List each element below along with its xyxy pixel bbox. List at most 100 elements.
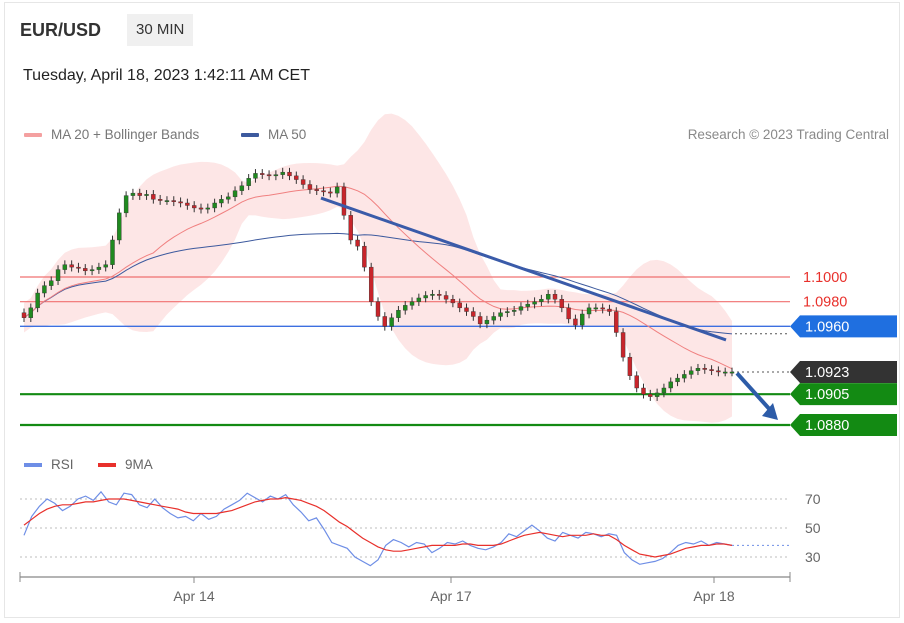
candle-body	[28, 307, 34, 318]
pivot-label: 1.0960	[805, 319, 849, 335]
candle-body	[341, 186, 347, 216]
candle-body	[729, 371, 735, 374]
candle-body	[409, 301, 415, 306]
candle-body	[103, 264, 108, 268]
candle-body	[69, 264, 74, 268]
candle-body	[178, 201, 183, 204]
support-tag	[790, 414, 897, 436]
candle-body	[294, 175, 299, 180]
candle-body	[253, 173, 258, 179]
candle-body	[368, 266, 374, 302]
candle-body	[484, 319, 490, 325]
candle-body	[716, 370, 721, 373]
candle-body	[477, 316, 483, 325]
rsi-swatch	[24, 462, 42, 467]
research-credit: Research © 2023 Trading Central	[687, 127, 889, 142]
candle-body	[641, 387, 646, 395]
9ma-swatch	[98, 462, 116, 467]
candle-body	[600, 307, 605, 310]
legend-ma50: MA 50	[241, 127, 306, 142]
candle-body	[634, 375, 639, 389]
candle-body	[110, 239, 115, 265]
candle-body	[205, 207, 211, 210]
candle-body	[328, 191, 333, 194]
rsi-tick-label: 30	[805, 549, 821, 565]
ma50-label: MA 50	[268, 127, 307, 142]
support-label: 1.0880	[805, 418, 849, 434]
candle-body	[593, 307, 599, 310]
candle-body	[260, 173, 265, 175]
candle-body	[266, 174, 272, 177]
candle-body	[491, 316, 496, 321]
candle-body	[545, 294, 551, 300]
candle-body	[321, 190, 326, 193]
x-tick-label: Apr 14	[173, 588, 214, 604]
candle-body	[62, 264, 68, 270]
legend-ma20: MA 20 + Bollinger Bands	[24, 127, 199, 142]
candle-body	[49, 280, 54, 286]
candle-body	[559, 299, 565, 309]
candle-body	[620, 332, 626, 358]
candle-body	[307, 184, 313, 190]
candle-body	[89, 269, 95, 272]
candle-body	[539, 299, 544, 302]
candle-body	[375, 301, 381, 317]
candle-body	[661, 387, 667, 394]
candle-body	[212, 202, 217, 209]
candle-body	[688, 370, 694, 375]
candle-body	[219, 199, 224, 204]
ma20-label: MA 20 + Bollinger Bands	[51, 127, 200, 142]
9ma-label: 9MA	[125, 457, 153, 472]
candle-body	[389, 317, 394, 327]
candle-body	[518, 306, 524, 311]
candle-body	[123, 195, 129, 214]
candle-body	[198, 207, 204, 210]
candle-body	[185, 202, 190, 206]
rsi-label: RSI	[51, 457, 74, 472]
candle-body	[171, 200, 176, 202]
legend-9ma: 9MA	[98, 457, 153, 472]
candle-body	[450, 299, 456, 304]
candle-body	[403, 305, 408, 311]
candle-body	[580, 313, 585, 326]
downtrend-line	[320, 196, 727, 342]
candle-body	[96, 266, 102, 270]
candle-body	[511, 310, 517, 312]
candle-body	[164, 200, 170, 202]
candle-body	[423, 295, 428, 299]
timeframe-badge[interactable]: 30 MIN	[127, 14, 194, 46]
candle-body	[130, 192, 136, 196]
candle-body	[573, 318, 578, 326]
candle-body	[21, 312, 27, 318]
candle-body	[157, 199, 163, 201]
candle-body	[498, 312, 503, 317]
candle-body	[42, 285, 47, 294]
candle-body	[314, 189, 319, 191]
pivot-tag	[790, 315, 897, 338]
candle-body	[722, 371, 728, 374]
rsi-line	[23, 490, 733, 567]
candle-body	[607, 308, 612, 312]
legend-rsi: RSI	[24, 457, 74, 472]
candle-body	[191, 205, 197, 209]
candle-body	[464, 307, 469, 312]
timestamp: Tuesday, April 18, 2023 1:42:11 AM CET	[23, 67, 310, 84]
candle-body	[675, 377, 680, 383]
candle-body	[396, 310, 401, 318]
candle-body	[273, 174, 279, 177]
ma20-line	[23, 185, 733, 370]
candle-body	[382, 316, 388, 327]
rsi-tick-label: 50	[805, 520, 821, 536]
candle-body	[362, 245, 367, 268]
candle-body	[137, 192, 142, 196]
candle-body	[682, 374, 687, 379]
candle-body	[300, 179, 306, 185]
candle-body	[702, 368, 707, 370]
candle-body	[430, 294, 435, 296]
candle-body	[355, 239, 360, 247]
rsi-tick-label: 70	[805, 491, 821, 507]
candle-body	[76, 266, 81, 269]
x-tick-label: Apr 18	[693, 588, 734, 604]
candle-body	[443, 295, 449, 300]
